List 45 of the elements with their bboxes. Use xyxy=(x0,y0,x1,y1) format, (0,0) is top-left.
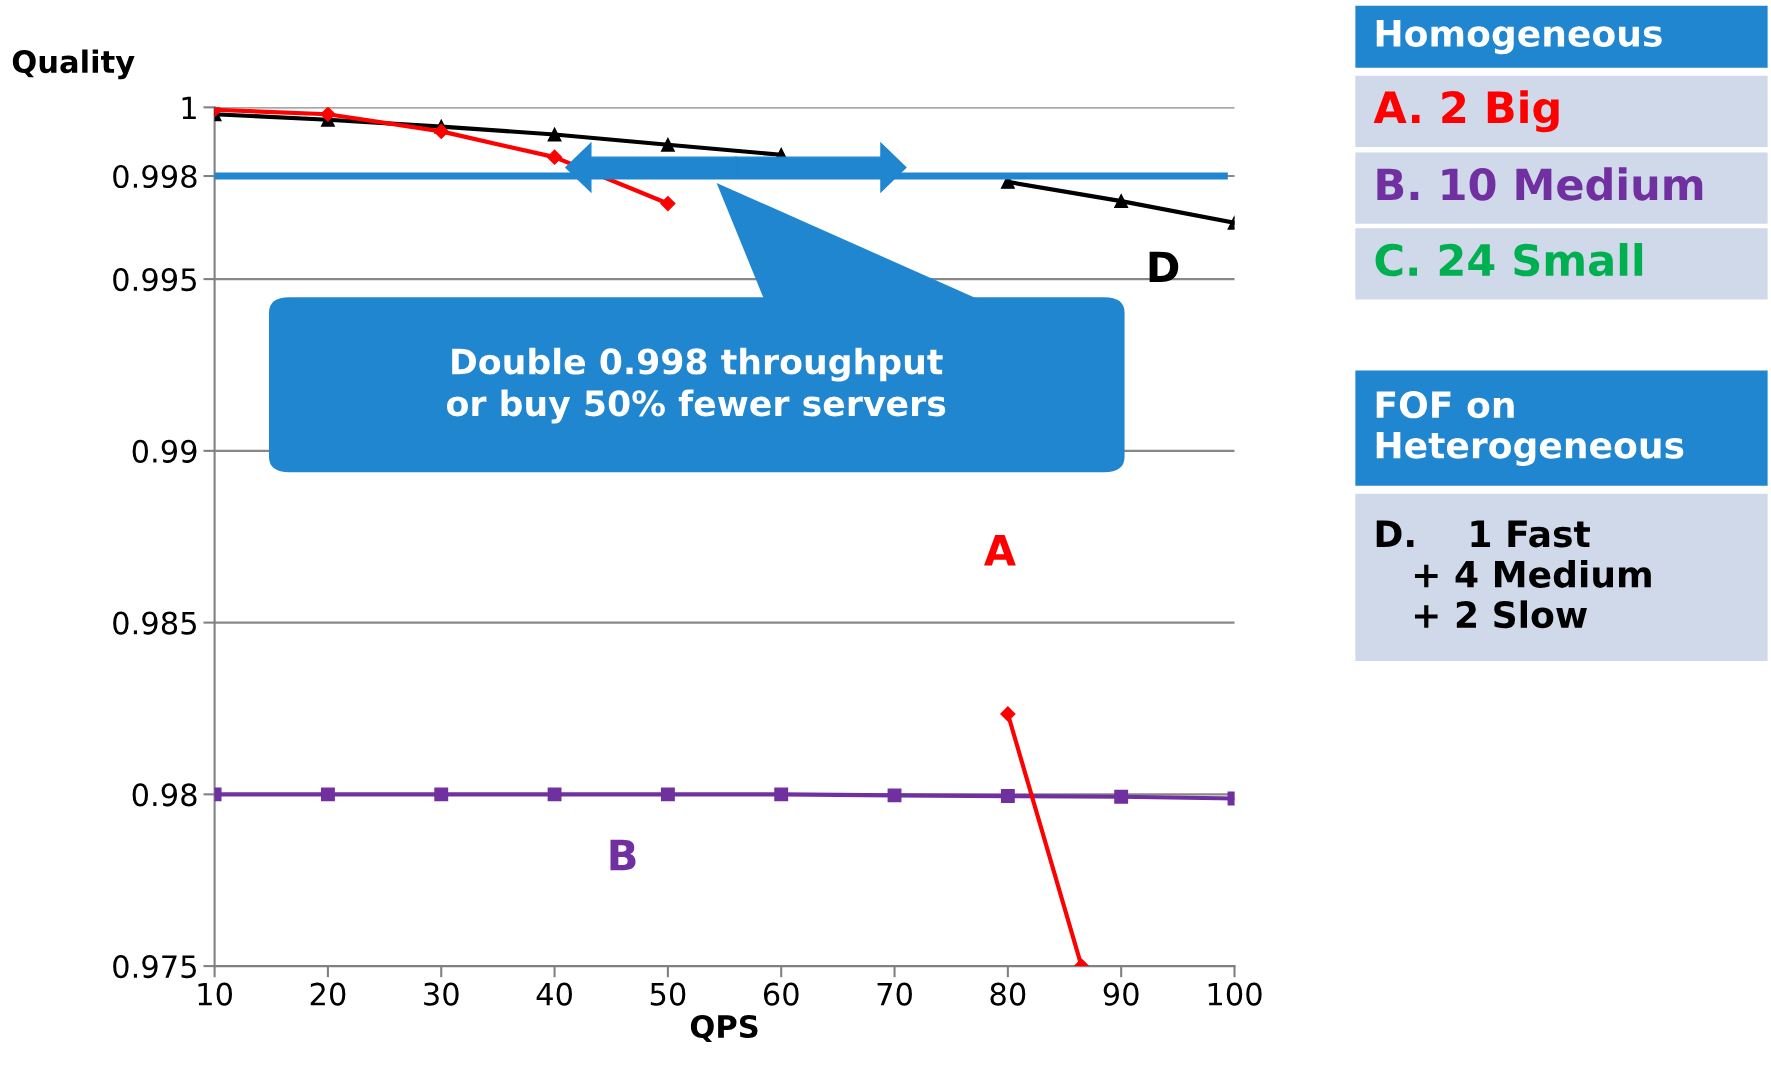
point xyxy=(1114,194,1129,209)
point xyxy=(660,787,675,802)
y-tick-label: 0.995 xyxy=(113,268,196,292)
point xyxy=(1000,789,1015,804)
y-tick-label: 0.975 xyxy=(113,955,196,979)
y-tick-label: 0.99 xyxy=(132,439,197,463)
x-tick-label: 10 xyxy=(198,982,233,1006)
text: Homogeneous xyxy=(1376,20,1662,55)
point xyxy=(660,137,675,152)
text: FOF on Heterogeneous xyxy=(1376,391,1684,467)
point xyxy=(320,787,335,802)
x-tick-label: 20 xyxy=(310,982,346,1006)
point xyxy=(774,787,789,802)
x-tick-label: 80 xyxy=(990,982,1026,1006)
x-axis-title: QPS xyxy=(690,1014,758,1043)
point xyxy=(887,788,902,803)
x-tick-label: 90 xyxy=(1103,982,1139,1006)
y-tick-label: 0.985 xyxy=(113,611,196,635)
y-tick-label: 0.998 xyxy=(113,164,197,189)
text: A xyxy=(984,535,1016,566)
text: B. 10 Medium xyxy=(1377,167,1703,201)
point xyxy=(434,787,449,802)
point xyxy=(433,123,449,139)
point xyxy=(1000,706,1016,722)
x-tick-label: 70 xyxy=(877,982,912,1006)
text: C. 24 Small xyxy=(1375,243,1643,277)
x-tick-label: 40 xyxy=(536,982,572,1006)
x-tick-label: 60 xyxy=(763,982,799,1006)
series-label: B xyxy=(610,839,636,871)
x-tick-label: 50 xyxy=(650,982,686,1006)
point xyxy=(546,149,563,165)
point xyxy=(320,107,336,122)
point xyxy=(547,127,562,142)
text: D. 1 Fast + 4 Medium + 2 Slow xyxy=(1376,520,1651,629)
y-axis-title: Quality xyxy=(12,49,135,80)
text: A. 2 Big xyxy=(1373,90,1559,133)
point xyxy=(660,195,676,212)
x-tick-label: 100 xyxy=(1208,982,1262,1006)
point xyxy=(547,787,562,802)
annotation: Double 0.998 throughput or buy 50% fewer servers xyxy=(447,347,946,424)
y-tick-label: 1 xyxy=(182,96,196,119)
y-tick-label: 0.98 xyxy=(132,783,197,807)
series-label: D xyxy=(1149,251,1179,282)
x-tick-label: 30 xyxy=(424,982,459,1006)
point xyxy=(1114,789,1129,804)
